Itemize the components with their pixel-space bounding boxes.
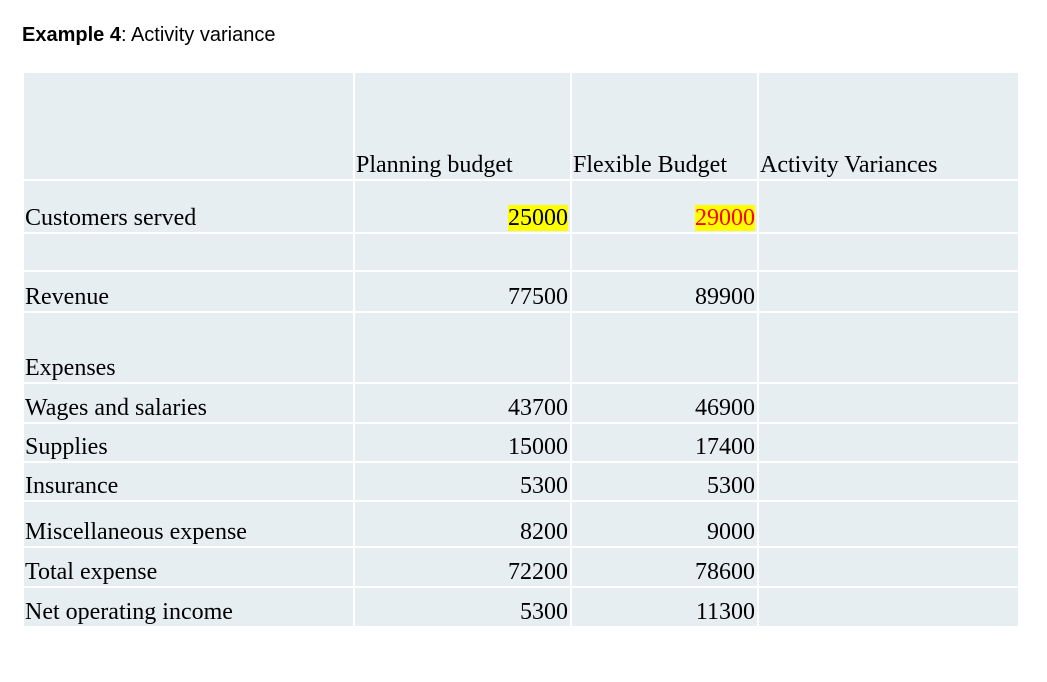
flexible-value: 17400	[570, 422, 759, 463]
variance-value	[757, 461, 1020, 502]
variance-value	[757, 546, 1020, 588]
variance-value	[757, 179, 1020, 234]
row-label: Net operating income	[22, 586, 355, 628]
planning-value: 8200	[353, 500, 572, 548]
flexible-value	[570, 311, 759, 384]
highlighted-flexible-value: 29000	[695, 205, 755, 231]
row-label: Wages and salaries	[22, 382, 355, 424]
page-title: Example 4: Activity variance	[22, 24, 275, 47]
variance-value	[757, 500, 1020, 548]
row-label: Revenue	[22, 270, 355, 313]
table-row: Net operating income 5300 11300	[22, 586, 1020, 628]
variance-value	[757, 270, 1020, 313]
header-flexible-budget: Flexible Budget	[570, 71, 759, 181]
planning-value: 5300	[353, 586, 572, 628]
variance-value	[757, 232, 1020, 272]
planning-value: 43700	[353, 382, 572, 424]
planning-value: 25000	[353, 179, 572, 234]
table-row: Insurance 5300 5300	[22, 461, 1020, 502]
flexible-value: 11300	[570, 586, 759, 628]
flexible-value: 78600	[570, 546, 759, 588]
planning-value: 77500	[353, 270, 572, 313]
planning-value: 72200	[353, 546, 572, 588]
planning-value: 15000	[353, 422, 572, 463]
flexible-value: 5300	[570, 461, 759, 502]
flexible-value: 89900	[570, 270, 759, 313]
variance-value	[757, 311, 1020, 384]
flexible-value	[570, 232, 759, 272]
highlighted-planning-value: 25000	[508, 205, 568, 231]
row-label: Customers served	[22, 179, 355, 234]
flexible-value: 9000	[570, 500, 759, 548]
row-label: Miscellaneous expense	[22, 500, 355, 548]
title-bold: Example 4	[22, 24, 121, 46]
row-label: Total expense	[22, 546, 355, 588]
table-row	[22, 232, 1020, 272]
row-label: Expenses	[22, 311, 355, 384]
table-row: Supplies 15000 17400	[22, 422, 1020, 463]
header-activity-variances: Activity Variances	[757, 71, 1020, 181]
header-row: Planning budget Flexible Budget Activity…	[22, 71, 1020, 181]
variance-value	[757, 422, 1020, 463]
header-planning-budget: Planning budget	[353, 71, 572, 181]
variance-value	[757, 586, 1020, 628]
row-label	[22, 232, 355, 272]
variance-value	[757, 382, 1020, 424]
title-rest: : Activity variance	[120, 24, 276, 46]
table-row: Customers served 25000 29000	[22, 179, 1020, 234]
flexible-value: 46900	[570, 382, 759, 424]
table-row: Revenue 77500 89900	[22, 270, 1020, 313]
flexible-value: 29000	[570, 179, 759, 234]
table-row: Wages and salaries 43700 46900	[22, 382, 1020, 424]
table-row: Total expense 72200 78600	[22, 546, 1020, 588]
planning-value	[353, 232, 572, 272]
table-row: Expenses	[22, 311, 1020, 384]
activity-variance-table: Planning budget Flexible Budget Activity…	[22, 71, 1020, 628]
planning-value	[353, 311, 572, 384]
row-label: Supplies	[22, 422, 355, 463]
header-corner-cell	[22, 71, 355, 181]
table-row: Miscellaneous expense 8200 9000	[22, 500, 1020, 548]
planning-value: 5300	[353, 461, 572, 502]
row-label: Insurance	[22, 461, 355, 502]
